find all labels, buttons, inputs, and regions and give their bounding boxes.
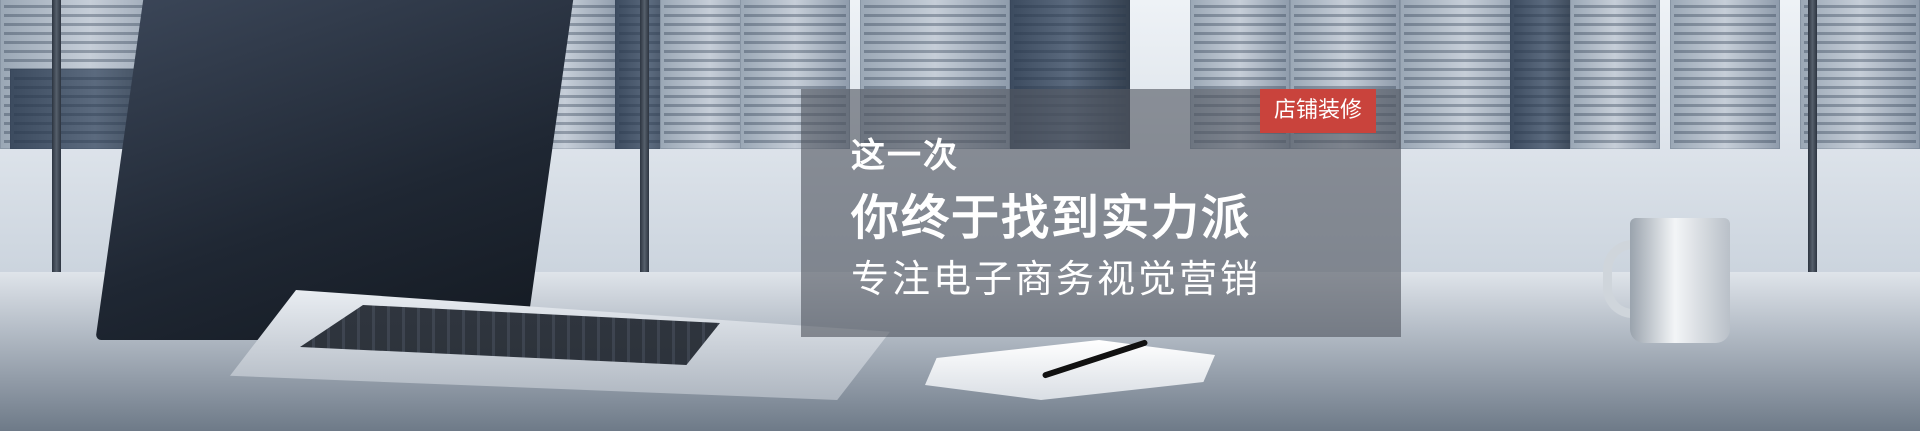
laptop-screen	[95, 0, 575, 340]
building	[1570, 0, 1660, 149]
window-frame	[640, 0, 649, 280]
window-frame	[1808, 0, 1817, 280]
building	[1510, 0, 1580, 149]
headline-small: 这一次	[851, 136, 959, 176]
mug-handle	[1603, 240, 1652, 318]
building	[1670, 0, 1780, 149]
window-frame	[52, 0, 61, 280]
category-tag[interactable]: 店铺装修	[1260, 89, 1377, 133]
building	[1400, 0, 1530, 149]
coffee-mug	[1630, 218, 1730, 343]
building	[1800, 0, 1920, 149]
tagline: 专注电子商务视觉营销	[851, 257, 1262, 301]
headline-main: 你终于找到实力派	[851, 190, 1252, 246]
